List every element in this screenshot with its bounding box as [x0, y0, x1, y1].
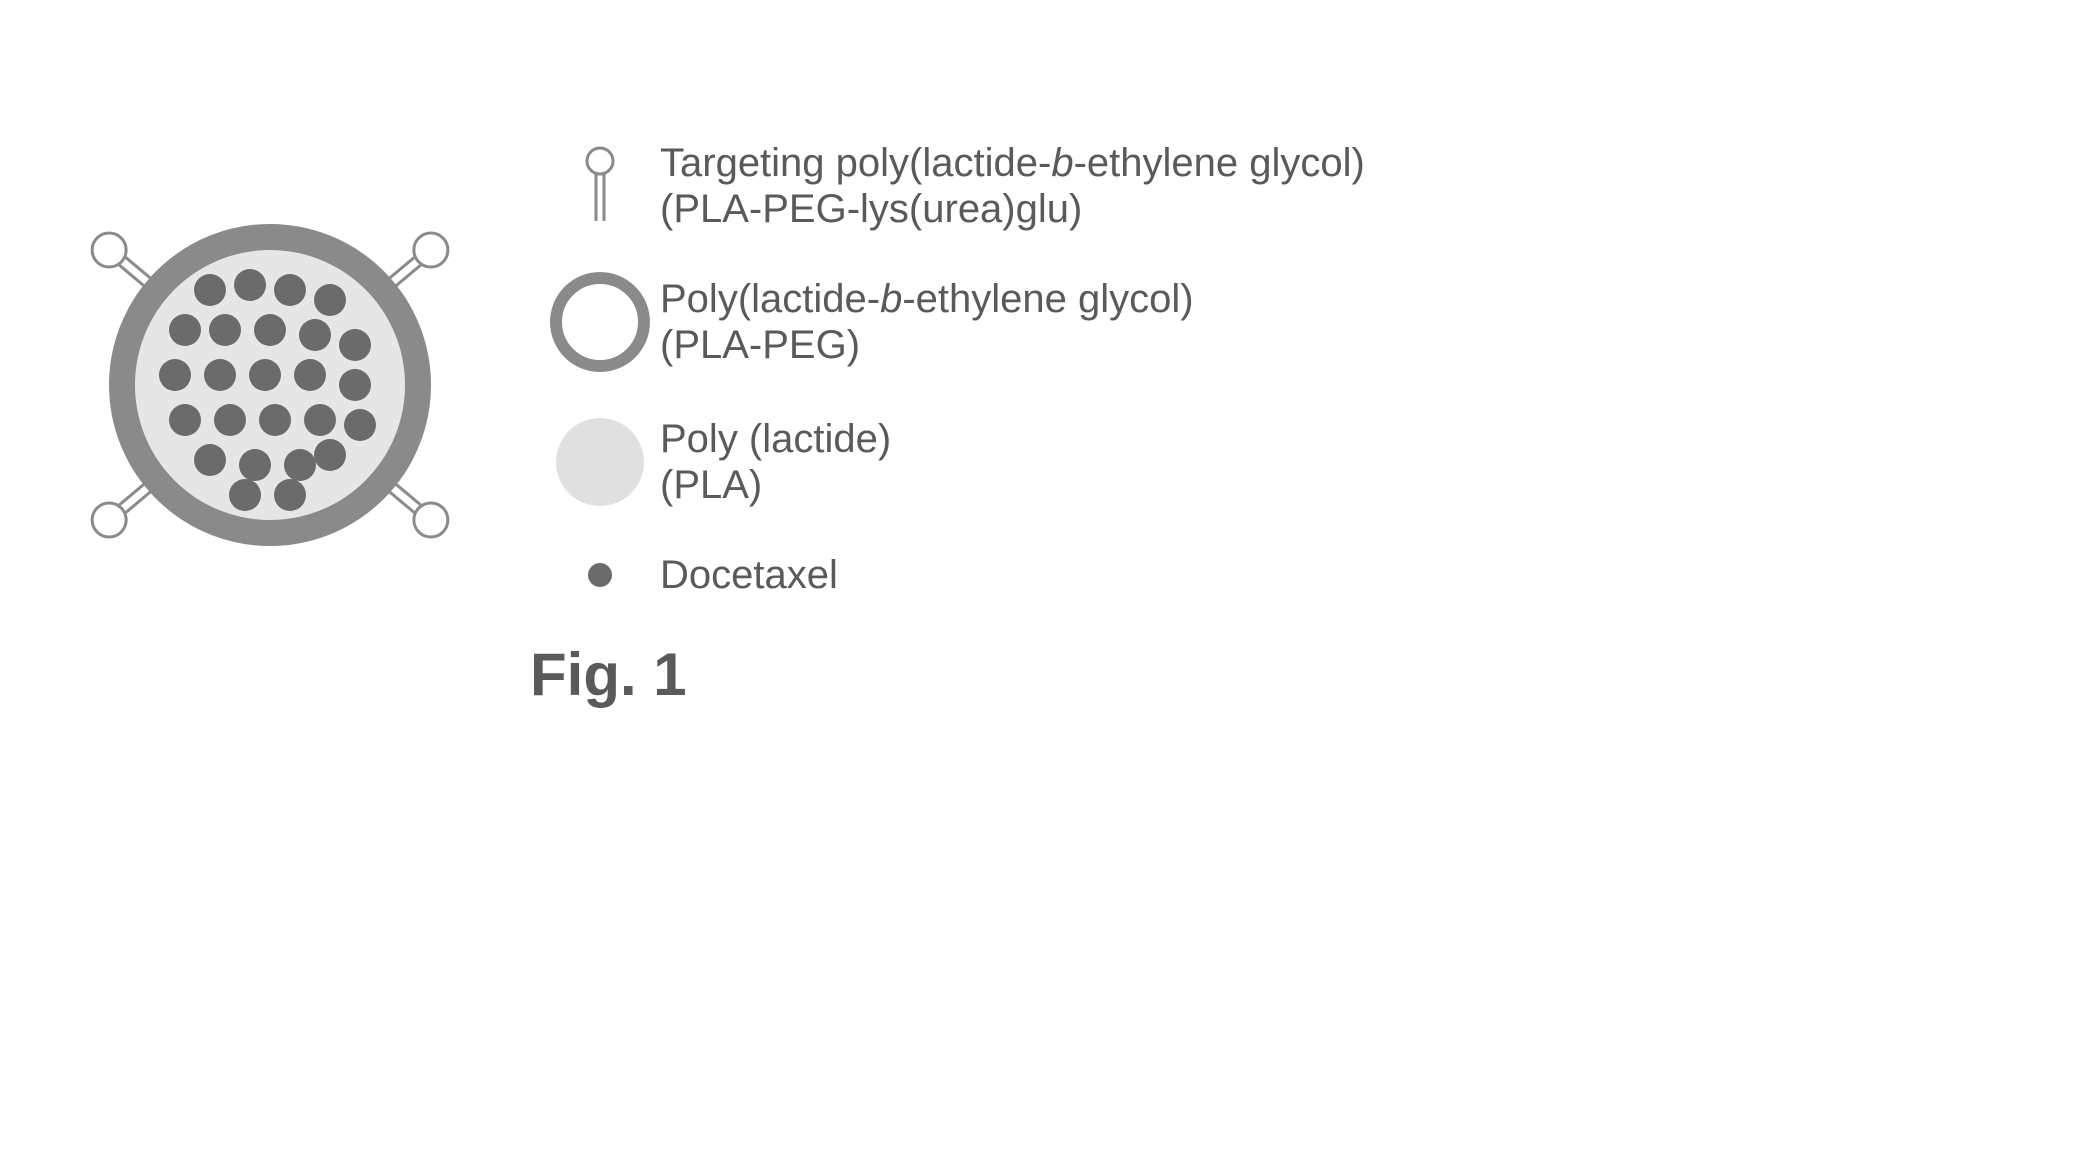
- drug-dot: [304, 404, 336, 436]
- drug-dot: [299, 319, 331, 351]
- targeting-ligand-icon: [414, 503, 448, 537]
- drug-dot: [234, 269, 266, 301]
- figure-canvas: Targeting poly(lactide-b-ethylene glycol…: [0, 0, 2090, 1169]
- figure-caption: Fig. 1: [530, 640, 687, 709]
- drug-dot: [209, 314, 241, 346]
- shell-legend-label: Poly(lactide-b-ethylene glycol)(PLA-PEG): [660, 276, 1194, 368]
- drug-dot: [339, 369, 371, 401]
- core-legend-label: Poly (lactide)(PLA): [660, 416, 891, 508]
- legend-item-drug: Docetaxel: [540, 552, 1365, 598]
- targeting-legend-icon: [540, 141, 660, 231]
- drug-dot: [284, 449, 316, 481]
- drug-dot: [169, 404, 201, 436]
- drug-dot: [274, 479, 306, 511]
- drug-dot: [314, 284, 346, 316]
- drug-dot: [249, 359, 281, 391]
- drug-dot: [239, 449, 271, 481]
- drug-dot: [159, 359, 191, 391]
- targeting-legend-label: Targeting poly(lactide-b-ethylene glycol…: [660, 140, 1365, 232]
- drug-dot: [204, 359, 236, 391]
- legend-item-targeting: Targeting poly(lactide-b-ethylene glycol…: [540, 140, 1365, 232]
- core-legend-icon: [540, 412, 660, 512]
- legend-item-shell: Poly(lactide-b-ethylene glycol)(PLA-PEG): [540, 272, 1365, 372]
- drug-dot: [294, 359, 326, 391]
- targeting-ligand-icon: [92, 503, 126, 537]
- drug-dot: [259, 404, 291, 436]
- drug-legend-icon: [540, 555, 660, 595]
- drug-dot: [314, 439, 346, 471]
- drug-dot: [274, 274, 306, 306]
- legend-item-core: Poly (lactide)(PLA): [540, 412, 1365, 512]
- drug-dot: [344, 409, 376, 441]
- drug-legend-label: Docetaxel: [660, 552, 838, 598]
- targeting-ligand-icon: [414, 233, 448, 267]
- shell-legend-icon: [540, 272, 660, 372]
- targeting-ligand-icon: [92, 233, 126, 267]
- drug-dot: [339, 329, 371, 361]
- drug-dot: [229, 479, 261, 511]
- drug-dot: [214, 404, 246, 436]
- drug-dot: [194, 444, 226, 476]
- legend: Targeting poly(lactide-b-ethylene glycol…: [540, 140, 1365, 638]
- nanoparticle-diagram: [23, 138, 517, 632]
- drug-dot: [254, 314, 286, 346]
- drug-dot: [194, 274, 226, 306]
- drug-dot: [169, 314, 201, 346]
